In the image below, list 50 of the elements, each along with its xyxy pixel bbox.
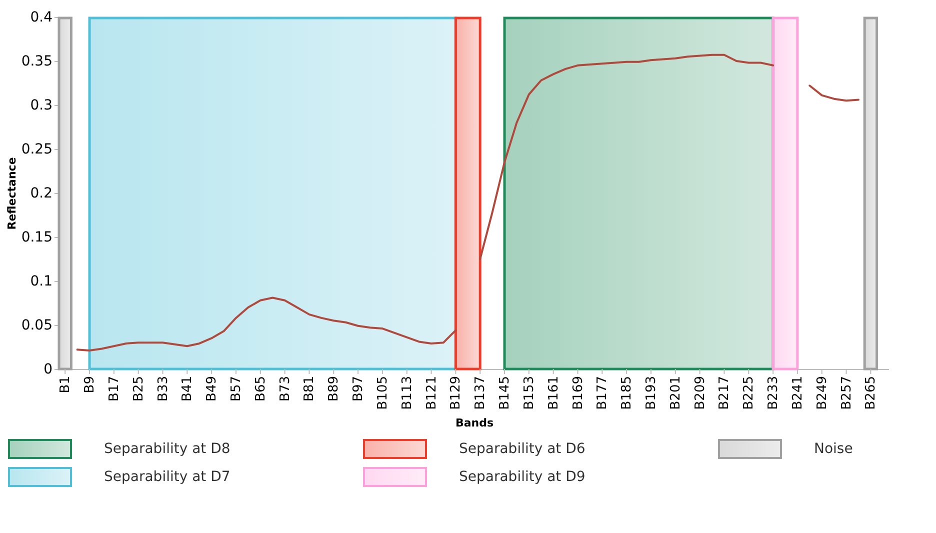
y-tick-label: 0.25 xyxy=(21,142,52,158)
y-tick-label: 0.4 xyxy=(30,10,53,26)
x-tick-label: B265 xyxy=(864,376,879,410)
x-tick-label: B217 xyxy=(717,376,732,410)
x-tick-label: B73 xyxy=(278,376,293,402)
x-tick-label: B257 xyxy=(839,376,854,410)
x-tick-label: B33 xyxy=(156,376,171,402)
x-tick-label: B161 xyxy=(546,376,562,410)
x-tick-label: B25 xyxy=(131,376,146,402)
x-tick-label: B137 xyxy=(473,376,488,410)
x-tick-label: B81 xyxy=(302,376,318,402)
legend-label: Separability at D6 xyxy=(459,441,586,457)
y-tick-label: 0.2 xyxy=(30,186,52,202)
x-tick-label: B201 xyxy=(668,376,684,410)
x-tick-label: B169 xyxy=(570,376,586,410)
x-tick-label: B121 xyxy=(424,376,440,410)
x-tick-label: B145 xyxy=(498,376,513,410)
y-tick-label: 0.35 xyxy=(21,54,52,70)
y-tick-label: 0 xyxy=(44,362,52,378)
x-tick-label: B1 xyxy=(58,376,74,394)
x-tick-label: B225 xyxy=(742,376,757,410)
x-tick-label: B57 xyxy=(228,376,244,402)
x-tick-label: B185 xyxy=(620,376,635,410)
x-tick-label: B153 xyxy=(522,376,537,410)
x-tick-label: B233 xyxy=(766,376,782,410)
x-tick-label: B65 xyxy=(253,376,268,402)
x-tick-label: B193 xyxy=(644,376,659,410)
legend-label: Separability at D8 xyxy=(104,441,230,457)
x-tick-label: B89 xyxy=(326,376,342,402)
x-tick-label: B209 xyxy=(692,376,708,410)
x-tick-label: B41 xyxy=(180,376,196,402)
x-tick-label: B129 xyxy=(448,376,464,410)
legend-label: Separability at D9 xyxy=(459,469,586,485)
x-tick-label: B97 xyxy=(351,376,366,402)
x-tick-label: B113 xyxy=(400,376,415,410)
y-tick-label: 0.1 xyxy=(30,274,52,290)
legend-label: Noise xyxy=(814,441,853,457)
x-tick-label: B105 xyxy=(375,376,390,410)
x-tick-label: B249 xyxy=(814,376,830,410)
legend-label: Separability at D7 xyxy=(104,469,230,485)
y-axis-title: Reflectance xyxy=(5,157,18,230)
y-tick-label: 0.05 xyxy=(21,318,52,334)
y-tick-label: 0.15 xyxy=(21,230,52,246)
x-tick-label: B9 xyxy=(82,376,98,394)
x-tick-label: B17 xyxy=(106,376,122,402)
x-tick-label: B49 xyxy=(204,376,220,402)
x-axis-title: Bands xyxy=(455,416,494,430)
x-tick-label: B241 xyxy=(790,376,806,410)
y-tick-label: 0.3 xyxy=(30,98,52,114)
x-tick-label: B177 xyxy=(595,376,610,410)
